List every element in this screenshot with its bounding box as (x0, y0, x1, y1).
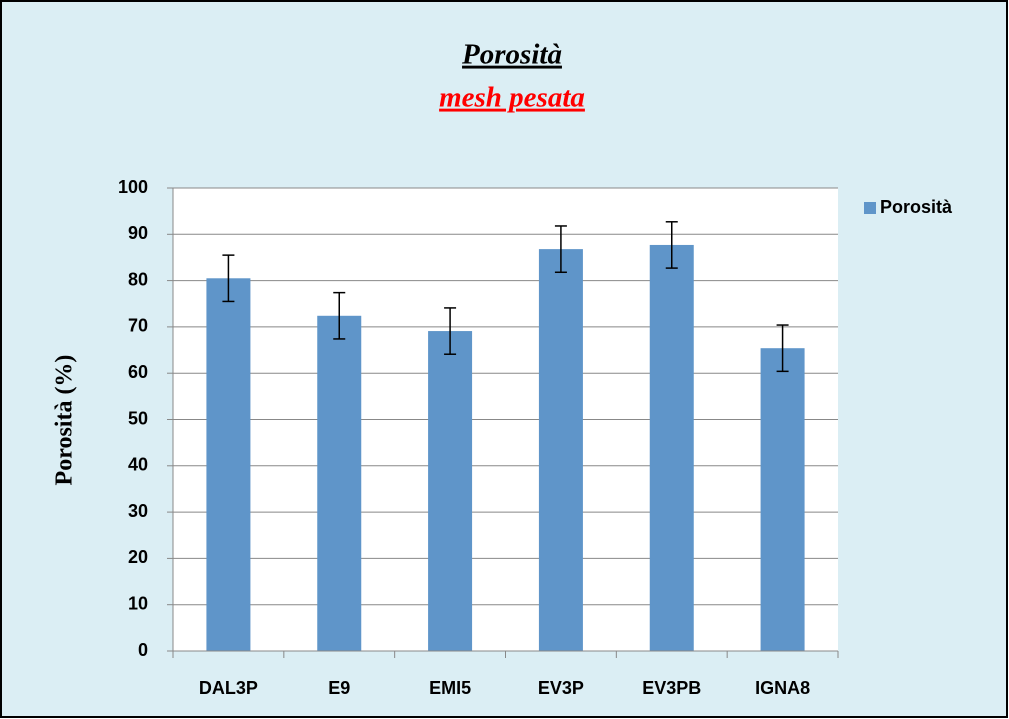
y-tick-label: 0 (138, 640, 148, 660)
bar (538, 249, 583, 651)
x-tick-label: IGNA8 (755, 678, 810, 698)
x-tick-label: E9 (328, 678, 350, 698)
y-tick-label: 20 (128, 547, 148, 567)
bar (317, 315, 362, 651)
y-tick-label: 100 (118, 177, 148, 197)
x-tick-label: DAL3P (199, 678, 258, 698)
y-tick-label: 70 (128, 316, 148, 336)
bar (649, 244, 694, 651)
y-tick-label: 80 (128, 269, 148, 289)
x-tick-label: EMI5 (429, 678, 471, 698)
y-tick-label: 60 (128, 362, 148, 382)
bar (760, 348, 805, 651)
chart-title: Porosità (461, 39, 562, 71)
y-tick-label: 10 (128, 593, 148, 613)
y-tick-label: 50 (128, 408, 148, 428)
x-tick-label: EV3P (538, 678, 584, 698)
legend-label: Porosità (880, 197, 953, 217)
legend-swatch (864, 202, 876, 214)
x-tick-label: EV3PB (642, 678, 701, 698)
bar (206, 278, 251, 651)
bar (428, 331, 473, 651)
y-tick-label: 40 (128, 455, 148, 475)
chart-subtitle: mesh pesata (439, 82, 585, 114)
y-tick-label: 90 (128, 223, 148, 243)
y-tick-label: 30 (128, 501, 148, 521)
y-axis-label: Porosità (%) (52, 355, 78, 486)
